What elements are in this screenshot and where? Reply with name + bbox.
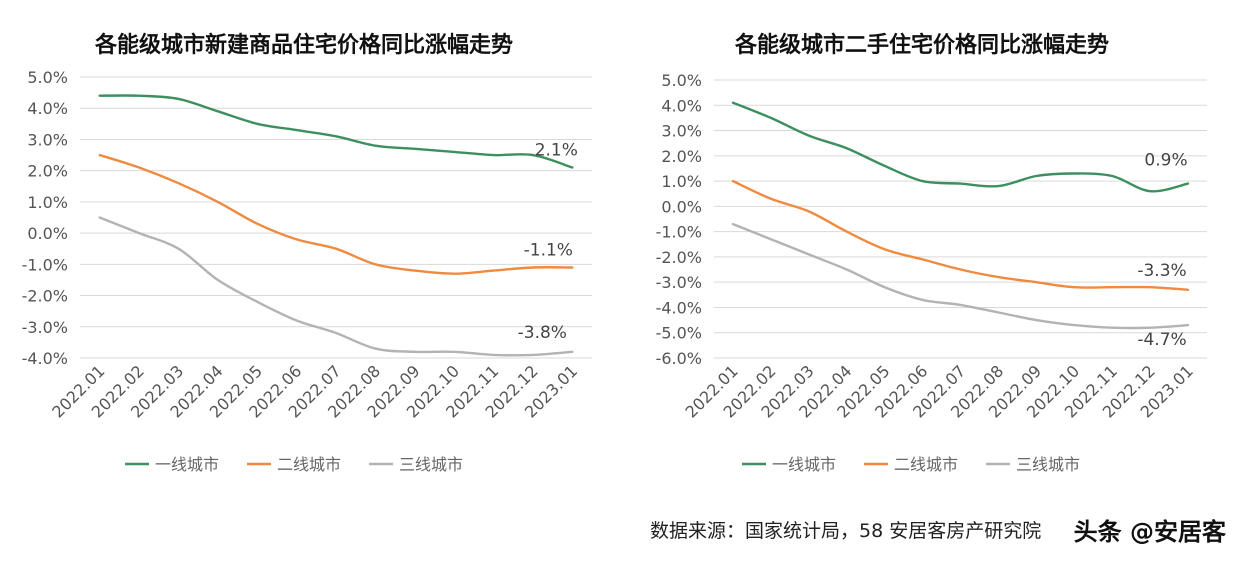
chart-title: 各能级城市二手住宅价格同比涨幅走势 [734,32,1109,58]
series-line [731,222,1190,330]
y-tick-label: 2.0% [661,147,702,166]
y-tick-label: 3.0% [27,130,68,149]
data-label: -4.7% [1137,330,1186,350]
chart-title: 各能级城市新建商品住宅价格同比涨幅走势 [94,32,513,58]
data-source-note: 数据来源：国家统计局，58 安居客房产研究院 [650,520,1042,542]
y-tick-label: 4.0% [661,96,702,115]
y-tick-label: 1.0% [661,172,702,191]
series-line [731,101,1190,193]
y-tick-label: -3.0% [22,318,68,337]
y-tick-label: -5.0% [656,324,702,343]
y-tick-label: 3.0% [661,122,702,141]
y-tick-label: 0.0% [661,197,702,216]
y-tick-label: -4.0% [656,298,702,317]
series-line [98,216,574,357]
y-tick-label: 2.0% [27,162,68,181]
y-tick-label: -2.0% [656,248,702,267]
legend-label: 二线城市 [277,455,341,474]
legend-label: 二线城市 [894,455,958,474]
y-tick-label: -1.0% [656,223,702,242]
second-hand-housing-price-chart: 各能级城市二手住宅价格同比涨幅走势 5.0% 4.0% 3.0% 2.0% 1.0% 0.0… [656,32,1207,474]
data-label: -1.1% [524,240,573,260]
legend-label: 三线城市 [399,455,463,474]
series-line [98,153,574,275]
data-label: 0.9% [1144,151,1187,171]
y-tick-label: 5.0% [27,68,68,87]
y-tick-label: -3.0% [656,273,702,292]
series-line [731,179,1190,291]
data-label: 2.1% [535,141,578,161]
y-tick-label: 1.0% [27,193,68,212]
new-housing-price-chart: 各能级城市新建商品住宅价格同比涨幅走势 5.0% 4.0% 3.0% 2.0% 1.0% 0… [22,32,592,474]
y-tick-label: -2.0% [22,287,68,306]
legend-label: 三线城市 [1016,455,1080,474]
data-label: -3.3% [1137,261,1186,281]
y-tick-label: 5.0% [661,71,702,90]
y-tick-label: -4.0% [22,349,68,368]
y-tick-label: -1.0% [22,255,68,274]
legend-label: 一线城市 [155,455,219,474]
series-line [98,94,574,169]
y-tick-label: 0.0% [27,224,68,243]
data-label: -3.8% [518,323,567,343]
y-tick-label: -6.0% [656,349,702,368]
legend-label: 一线城市 [772,455,836,474]
toutiao-watermark: 头条 @安居客 [1073,518,1226,546]
y-tick-label: 4.0% [27,99,68,118]
